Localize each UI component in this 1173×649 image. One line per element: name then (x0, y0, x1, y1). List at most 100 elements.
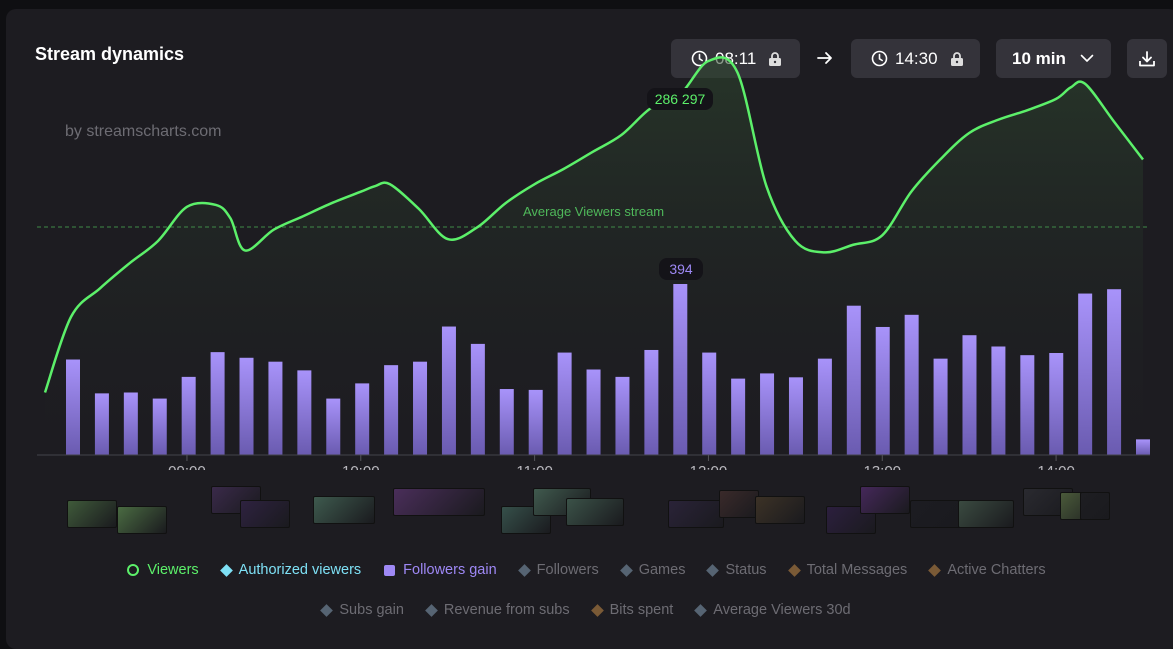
chevron-down-icon (1080, 54, 1094, 63)
diamond-marker-icon (706, 563, 720, 577)
diamond-marker-icon (219, 563, 233, 577)
stream-thumbnail[interactable] (240, 500, 290, 528)
followers-bar[interactable] (499, 389, 514, 455)
circle-marker-icon (127, 564, 140, 576)
followers-bar[interactable] (66, 359, 80, 455)
stream-thumbnail[interactable] (860, 486, 910, 514)
legend-item[interactable]: Followers (517, 562, 599, 578)
x-tick-label: 13:00 (863, 463, 901, 470)
followers-bar[interactable] (239, 357, 254, 455)
followers-bar[interactable] (991, 346, 1006, 455)
followers-bar[interactable] (297, 370, 312, 455)
chart-title: Stream dynamics (35, 44, 185, 64)
legend-item[interactable]: Viewers (127, 562, 199, 578)
followers-peak-value: 394 (669, 261, 693, 277)
legend-label: Revenue from subs (443, 602, 570, 618)
legend-label: Subs gain (339, 602, 404, 618)
followers-bar[interactable] (326, 398, 341, 455)
followers-bar[interactable] (962, 335, 977, 455)
stream-chart: Average Viewers stream 09:00 10:00 11:00 12… (37, 56, 1150, 470)
followers-bar[interactable] (152, 398, 167, 455)
legend-label: Active Chatters (947, 562, 1046, 578)
followers-bar[interactable] (355, 383, 370, 455)
stream-thumbnail[interactable] (393, 488, 485, 516)
legend-item[interactable]: Bits spent (590, 602, 674, 618)
stream-thumbnail[interactable] (67, 500, 117, 528)
stream-thumbnail[interactable] (1080, 492, 1110, 520)
followers-bar[interactable] (557, 352, 572, 455)
arrow-right-icon (816, 49, 834, 72)
diamond-marker-icon (694, 603, 708, 617)
stream-thumbnail[interactable] (668, 500, 724, 528)
diamond-marker-icon (590, 603, 604, 617)
followers-bar[interactable] (268, 361, 283, 455)
legend-item[interactable]: Revenue from subs (425, 602, 570, 618)
followers-bar[interactable] (702, 352, 717, 455)
legend-item[interactable]: Total Messages (787, 562, 908, 578)
followers-bar[interactable] (788, 377, 803, 455)
legend-item[interactable]: Followers gain (384, 562, 497, 578)
followers-bar[interactable] (413, 361, 428, 455)
followers-bar[interactable] (528, 389, 543, 455)
watermark: by streamscharts.com (65, 123, 222, 140)
stream-thumbnail[interactable] (719, 490, 759, 518)
stream-thumbnail[interactable] (910, 500, 960, 528)
square-marker-icon (384, 564, 396, 576)
followers-bar[interactable] (210, 352, 225, 455)
legend-label: Status (725, 562, 767, 578)
followers-bar[interactable] (586, 369, 601, 456)
followers-bar[interactable] (1078, 293, 1093, 455)
legend-label: Authorized viewers (238, 562, 362, 578)
x-tick-label: 12:00 (690, 463, 728, 470)
viewers-line[interactable] (43, 56, 1144, 393)
end-time-picker[interactable]: 14:30 (851, 39, 980, 78)
download-icon (1138, 50, 1156, 68)
followers-bar[interactable] (384, 365, 399, 455)
interval-select[interactable]: 10 min (996, 39, 1111, 78)
followers-bar[interactable] (181, 376, 196, 455)
stream-thumbnail[interactable] (117, 506, 167, 534)
legend-item[interactable]: Status (706, 562, 767, 578)
viewers-area-fill (45, 57, 1143, 455)
followers-bar[interactable] (846, 305, 861, 455)
followers-bar[interactable] (760, 373, 775, 455)
followers-bar[interactable] (731, 378, 746, 455)
followers-bar[interactable] (1049, 353, 1064, 455)
legend-label: Followers gain (403, 562, 497, 578)
stream-thumbnails (0, 478, 1173, 538)
legend-label: Followers (536, 562, 599, 578)
followers-bar[interactable] (933, 358, 948, 455)
followers-bar[interactable] (644, 349, 659, 455)
followers-bar[interactable] (1020, 355, 1035, 455)
legend-label: Total Messages (806, 562, 908, 578)
legend-item[interactable]: Average Viewers 30d (694, 602, 851, 618)
end-time-value: 14:30 (895, 48, 938, 68)
legend-item[interactable]: Authorized viewers (219, 562, 362, 578)
diamond-marker-icon (619, 563, 633, 577)
legend-item[interactable]: Games (619, 562, 685, 578)
followers-bar[interactable] (1136, 439, 1150, 455)
stream-thumbnail[interactable] (313, 496, 375, 524)
followers-bar[interactable] (904, 314, 919, 455)
viewers-peak-value: 286 297 (655, 91, 706, 107)
followers-bar[interactable] (441, 326, 456, 455)
followers-bar[interactable] (817, 358, 832, 455)
followers-bar[interactable] (1107, 289, 1122, 455)
followers-bar[interactable] (673, 284, 688, 455)
followers-bar[interactable] (875, 326, 890, 455)
stream-thumbnail[interactable] (566, 498, 624, 526)
legend-label: Bits spent (609, 602, 674, 618)
stream-thumbnail[interactable] (958, 500, 1014, 528)
x-tick-label: 11:00 (516, 463, 552, 470)
legend-item[interactable]: Subs gain (320, 602, 404, 618)
followers-peak-tooltip: 394 (659, 258, 703, 280)
download-button[interactable] (1127, 39, 1167, 78)
diamond-marker-icon (320, 603, 334, 617)
followers-bar[interactable] (123, 392, 138, 455)
legend-item[interactable]: Active Chatters (928, 562, 1046, 578)
viewers-peak-tooltip: 286 297 (647, 88, 713, 110)
followers-bar[interactable] (615, 376, 630, 455)
followers-bar[interactable] (94, 393, 109, 455)
followers-bar[interactable] (470, 343, 485, 455)
stream-thumbnail[interactable] (755, 496, 805, 524)
